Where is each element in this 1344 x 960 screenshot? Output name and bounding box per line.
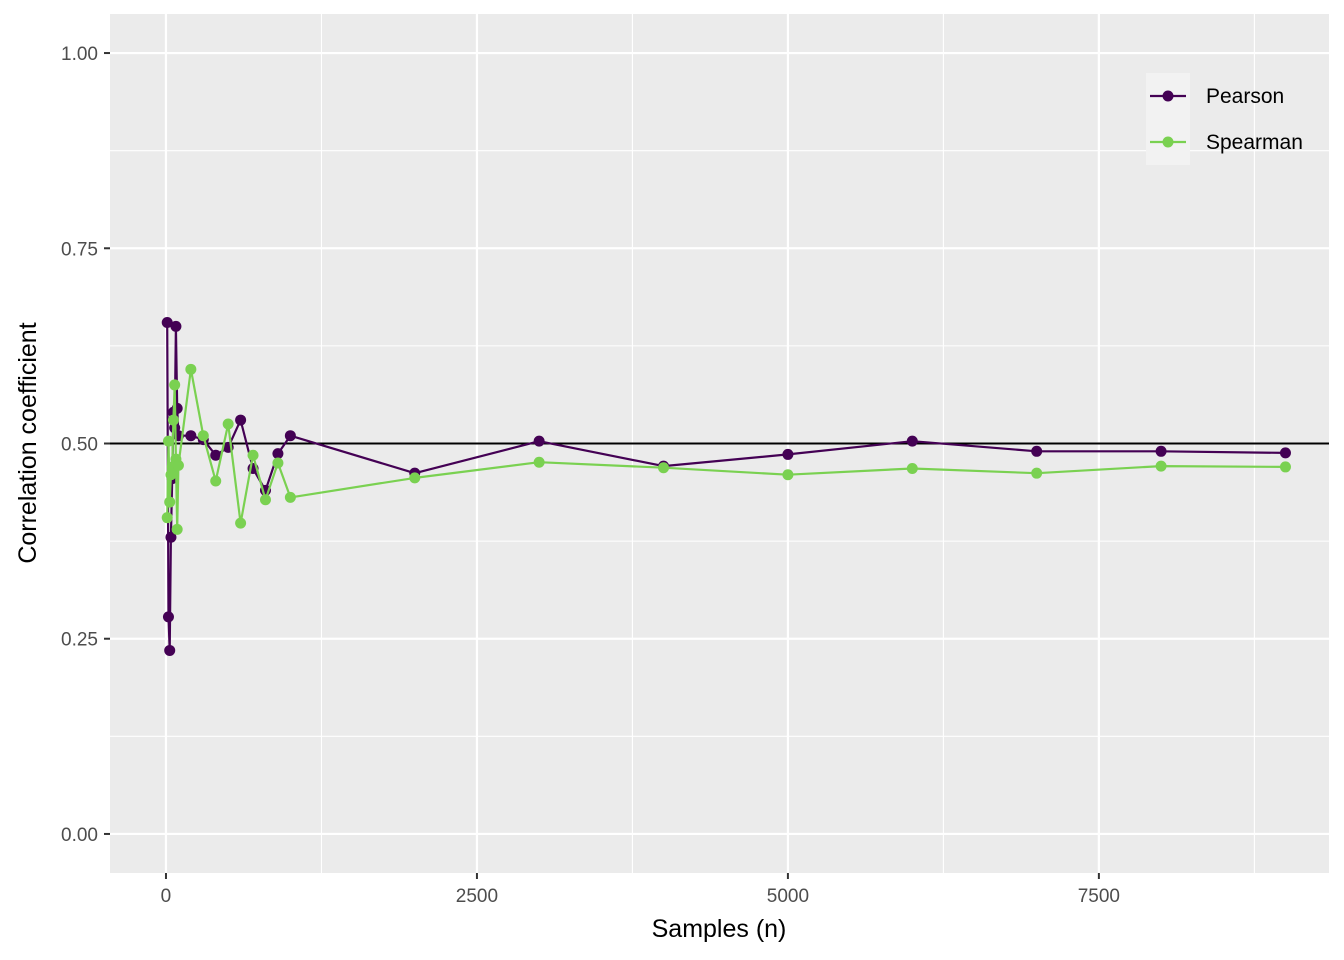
x-tick-label: 7500 — [1078, 886, 1120, 907]
data-point — [906, 435, 918, 447]
data-point — [1031, 445, 1043, 457]
data-point — [1155, 460, 1167, 472]
data-point — [533, 435, 545, 447]
data-point — [210, 449, 222, 461]
data-point — [161, 316, 173, 328]
data-point — [235, 517, 247, 529]
data-point — [172, 459, 184, 471]
data-point — [782, 448, 794, 460]
legend: Pearson Spearman — [1146, 73, 1303, 165]
data-point — [284, 491, 296, 503]
y-tick-label: 0.25 — [61, 630, 98, 651]
data-point — [1155, 445, 1167, 457]
legend-label: Pearson — [1206, 85, 1284, 108]
series-layer — [161, 316, 1291, 656]
data-point — [533, 456, 545, 468]
data-point — [165, 531, 177, 543]
legend-key-point — [1162, 90, 1174, 102]
data-point — [1279, 447, 1291, 459]
data-point — [171, 523, 183, 535]
x-tick-label: 5000 — [767, 886, 809, 907]
series-spearman — [161, 363, 1291, 535]
data-point — [164, 644, 176, 656]
data-point — [161, 512, 173, 524]
y-tick-label: 0.75 — [61, 239, 98, 260]
data-point — [247, 449, 259, 461]
data-point — [259, 494, 271, 506]
data-point — [164, 496, 176, 508]
data-point — [782, 469, 794, 481]
legend-key-background — [1146, 73, 1190, 165]
y-tick-label: 0.00 — [61, 825, 98, 846]
data-point — [210, 475, 222, 487]
y-tick-label: 1.00 — [61, 44, 98, 65]
x-tick-label: 2500 — [456, 886, 498, 907]
data-point — [162, 435, 174, 447]
data-point — [272, 448, 284, 460]
data-point — [1279, 461, 1291, 473]
data-point — [185, 430, 197, 442]
legend-label: Spearman — [1206, 131, 1303, 154]
data-point — [906, 462, 918, 474]
y-tick-label: 0.50 — [61, 435, 98, 456]
data-point — [409, 472, 421, 484]
data-point — [235, 414, 247, 426]
data-point — [197, 430, 209, 442]
axes: 0 2500 5000 7500 0.00 0.25 0.50 0.75 1.00 — [61, 44, 1120, 907]
data-point — [169, 379, 181, 391]
data-point — [167, 414, 179, 426]
x-tick-label: 0 — [161, 886, 172, 907]
data-point — [1031, 467, 1043, 479]
legend-key-point — [1162, 136, 1174, 148]
data-point — [658, 462, 670, 474]
data-point — [272, 457, 284, 469]
data-point — [185, 363, 197, 375]
y-axis-title: Correlation coefficient — [14, 322, 42, 563]
data-point — [170, 320, 182, 332]
x-axis-title: Samples (n) — [652, 915, 787, 943]
data-point — [284, 430, 296, 442]
data-point — [162, 611, 174, 623]
data-point — [222, 418, 234, 430]
